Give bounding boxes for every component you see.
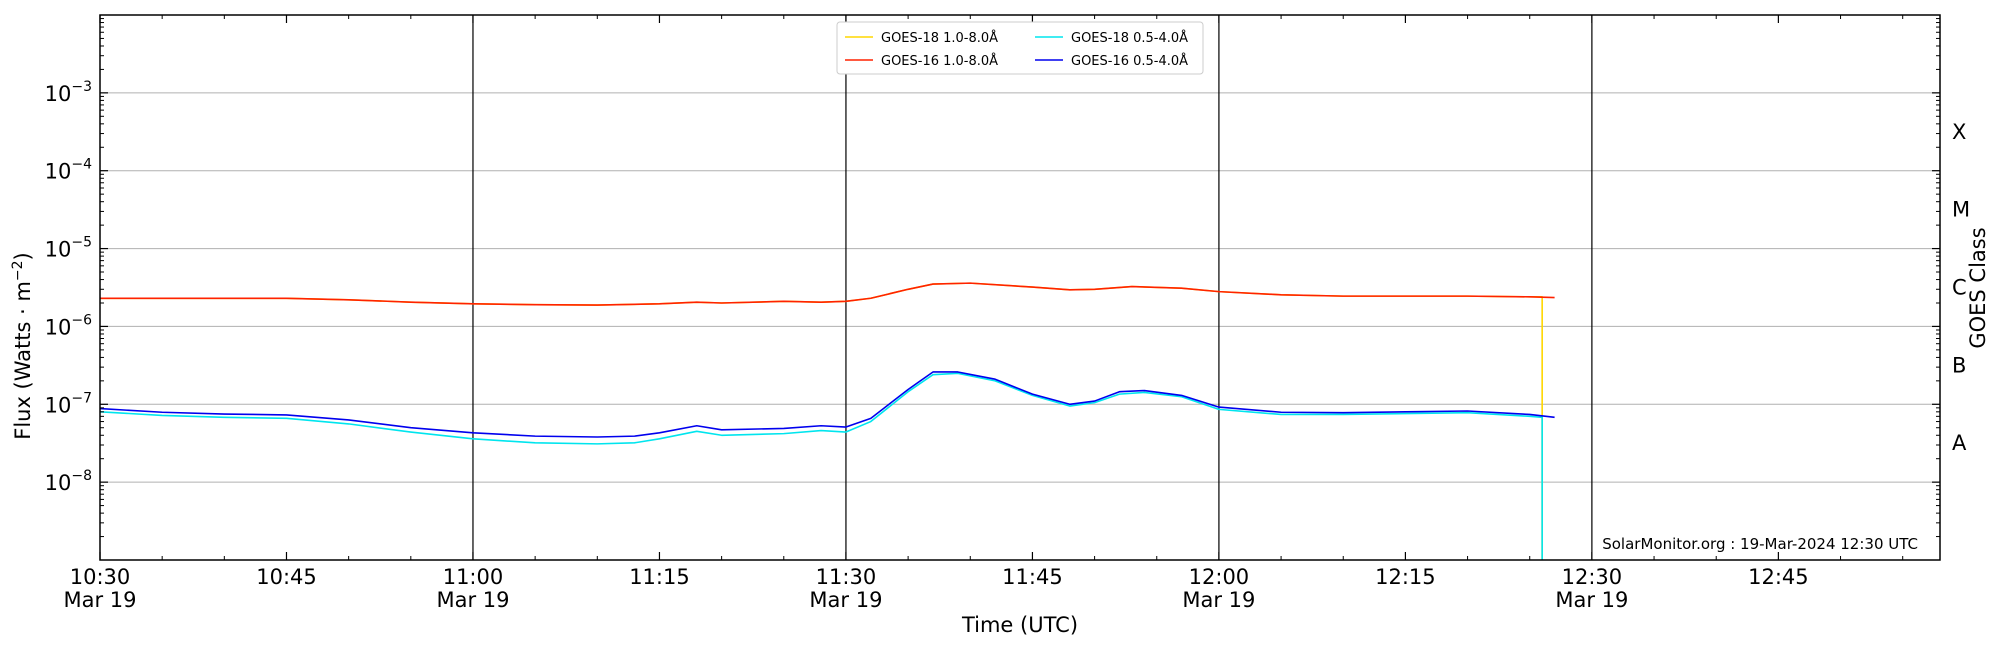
goes-class-label: X bbox=[1952, 120, 1966, 144]
goes-class-label: M bbox=[1952, 198, 1970, 222]
legend-label: GOES-16 1.0-8.0Å bbox=[881, 53, 998, 69]
x-tick-date-label: Mar 19 bbox=[809, 588, 882, 612]
series-line-3 bbox=[99, 371, 1555, 438]
legend-label: GOES-16 0.5-4.0Å bbox=[1071, 53, 1188, 69]
x-tick-label: 11:30 bbox=[816, 565, 877, 589]
y-tick-label: 10−5 bbox=[45, 235, 92, 262]
y-tick-label: 10−6 bbox=[45, 312, 92, 339]
legend-label: GOES-18 1.0-8.0Å bbox=[881, 30, 998, 46]
credit-text: SolarMonitor.org : 19-Mar-2024 12:30 UTC bbox=[1602, 535, 1918, 553]
goes-class-label: A bbox=[1952, 431, 1967, 455]
x-tick-label: 11:00 bbox=[443, 565, 504, 589]
series-line-2 bbox=[99, 372, 1543, 560]
x-tick-label: 10:30 bbox=[70, 565, 131, 589]
y-tick-label: 10−7 bbox=[45, 390, 92, 417]
legend: GOES-18 1.0-8.0Å GOES-16 1.0-8.0Å GOES-18 … bbox=[836, 21, 1204, 75]
x-tick-label: 12:30 bbox=[1562, 565, 1623, 589]
y-tick-label: 10−3 bbox=[45, 79, 92, 106]
goes-class-axis-title: GOES Class bbox=[1966, 227, 1990, 348]
x-tick-label: 11:45 bbox=[1002, 565, 1063, 589]
x-tick-label: 12:00 bbox=[1189, 565, 1250, 589]
y-tick-label: 10−4 bbox=[45, 157, 92, 184]
goes-class-label: C bbox=[1952, 276, 1967, 300]
y-axis-title: Flux (Watts · m−2) bbox=[10, 252, 35, 440]
x-tick-label: 12:45 bbox=[1748, 565, 1809, 589]
legend-box bbox=[836, 21, 1204, 75]
x-tick-date-label: Mar 19 bbox=[1182, 588, 1255, 612]
goes-class-label: B bbox=[1952, 353, 1966, 377]
x-tick-label: 10:45 bbox=[256, 565, 317, 589]
x-tick-label: 11:15 bbox=[629, 565, 690, 589]
x-tick-date-label: Mar 19 bbox=[63, 588, 136, 612]
series-line-1 bbox=[100, 282, 1555, 306]
legend-label: GOES-18 0.5-4.0Å bbox=[1071, 30, 1188, 46]
axis-ticks bbox=[99, 15, 1940, 560]
x-tick-date-label: Mar 19 bbox=[436, 588, 509, 612]
plot-frame bbox=[99, 14, 1941, 561]
y-tick-label: 10−8 bbox=[45, 468, 92, 495]
series-lines bbox=[99, 282, 1555, 560]
x-axis-title: Time (UTC) bbox=[961, 613, 1078, 637]
grid bbox=[100, 15, 1940, 560]
x-tick-label: 12:15 bbox=[1375, 565, 1436, 589]
x-tick-date-label: Mar 19 bbox=[1555, 588, 1628, 612]
